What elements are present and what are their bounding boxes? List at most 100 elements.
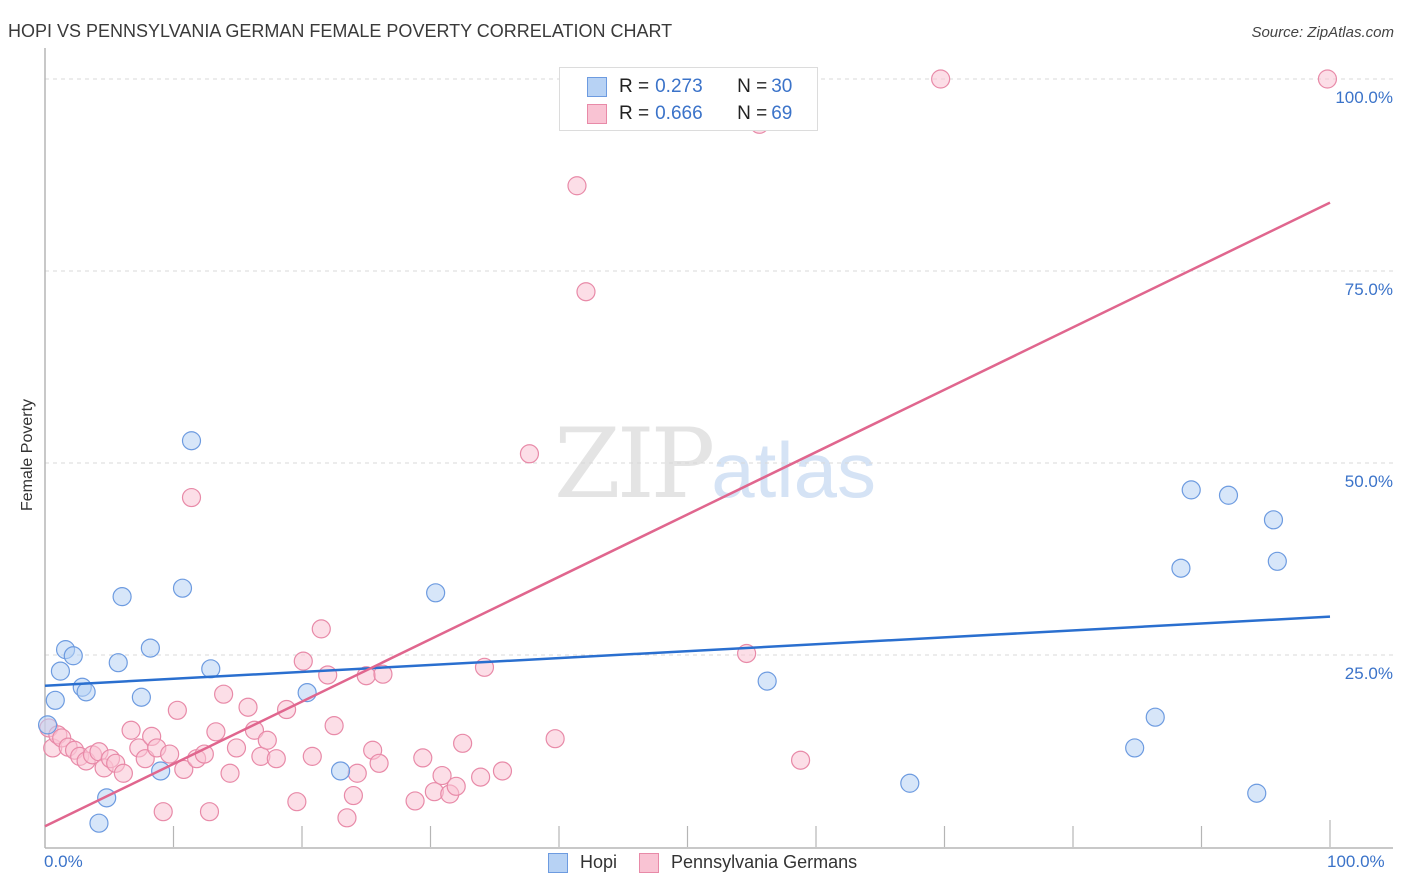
data-point <box>343 785 363 806</box>
watermark-zip: ZIP <box>554 408 715 520</box>
data-point <box>1145 707 1165 727</box>
data-point <box>45 690 65 710</box>
watermark-atlas: atlas <box>711 426 876 514</box>
data-point <box>1125 738 1145 758</box>
data-point <box>181 487 202 508</box>
data-point <box>302 746 322 766</box>
data-point <box>206 722 226 742</box>
data-point <box>220 763 240 783</box>
trendlines <box>44 201 1331 828</box>
data-point <box>121 720 141 740</box>
y-tick-label: 25.0% <box>1345 664 1393 683</box>
data-point <box>900 773 920 793</box>
r-label: R = <box>619 76 650 97</box>
data-point <box>63 646 83 666</box>
data-point <box>199 802 220 822</box>
r-value: 0.273 <box>655 76 703 97</box>
pennsylvania-germans-trendline <box>44 201 1331 828</box>
data-point <box>140 638 160 658</box>
y-tick-label: 75.0% <box>1345 280 1393 299</box>
data-point <box>76 682 96 702</box>
data-point <box>318 665 338 685</box>
x-axis-max-label: 100.0% <box>1327 852 1385 871</box>
data-point <box>446 776 466 796</box>
n-value: 69 <box>771 103 793 124</box>
chart-title: HOPI VS PENNSYLVANIA GERMAN FEMALE POVER… <box>8 21 673 41</box>
data-point <box>97 788 117 808</box>
data-point <box>37 715 58 735</box>
data-point <box>1171 558 1191 578</box>
data-point <box>931 69 951 89</box>
data-point <box>1267 551 1287 571</box>
data-point <box>567 176 587 196</box>
data-point <box>426 583 446 603</box>
data-point <box>160 744 180 764</box>
data-point <box>201 659 221 679</box>
data-point <box>50 661 71 681</box>
data-point <box>1181 480 1201 500</box>
legend-item-hopi[interactable]: Hopi <box>548 852 617 873</box>
y-tick-labels: 100.0% 75.0% 50.0% 25.0% <box>1335 88 1393 683</box>
hopi-trendline <box>44 615 1331 687</box>
series-pennsylvania-germans-points <box>39 69 1338 828</box>
data-point <box>112 587 132 607</box>
data-point <box>432 765 452 786</box>
data-point <box>519 444 540 464</box>
data-point <box>1218 485 1239 505</box>
data-point <box>492 761 513 781</box>
data-point <box>214 684 234 704</box>
data-point <box>1263 510 1284 530</box>
pennsylvania-germans-swatch-icon <box>587 104 607 124</box>
legend-label-pennsylvania-germans: Pennsylvania Germans <box>671 852 858 872</box>
data-point <box>453 733 473 753</box>
data-point <box>113 763 133 783</box>
data-point <box>1247 783 1267 803</box>
hopi-swatch-icon <box>548 852 568 873</box>
data-point <box>153 802 173 822</box>
x-axis-min-label: 0.0% <box>44 852 83 871</box>
data-point <box>108 653 128 673</box>
y-axis-title: Female Poverty <box>19 398 36 512</box>
data-point <box>405 791 425 811</box>
data-point <box>89 813 109 833</box>
data-point <box>413 748 433 768</box>
data-point <box>347 763 367 783</box>
data-point <box>293 651 313 671</box>
data-point <box>790 750 811 770</box>
y-tick-label: 100.0% <box>1335 88 1393 107</box>
data-point <box>471 767 491 787</box>
r-value: 0.666 <box>655 103 703 124</box>
legend-label-hopi: Hopi <box>580 852 618 872</box>
hopi-swatch-icon <box>587 77 607 97</box>
data-point <box>181 431 202 451</box>
pennsylvania-germans-swatch-icon <box>639 852 660 873</box>
zipatlas-watermark: ZIPatlas <box>554 408 876 520</box>
data-point <box>330 761 351 781</box>
data-point <box>131 687 151 707</box>
data-point <box>174 759 194 780</box>
data-point <box>324 716 344 736</box>
r-label: R = <box>619 103 650 124</box>
axes <box>44 48 1393 849</box>
data-point <box>287 792 307 812</box>
data-point <box>369 753 389 773</box>
data-point <box>257 730 277 750</box>
data-point <box>226 738 247 758</box>
n-label: N = <box>737 76 768 97</box>
source-label: Source: ZipAtlas.com <box>1251 24 1394 41</box>
data-point <box>545 729 565 749</box>
data-point <box>757 671 777 691</box>
data-point <box>172 578 193 598</box>
data-point <box>1317 69 1338 89</box>
n-value: 30 <box>771 76 793 97</box>
data-point <box>266 749 286 769</box>
series-hopi-points <box>37 431 1287 833</box>
data-point <box>373 664 393 684</box>
stats-legend-row-hopi: R = 0.273 N = 30 <box>587 75 792 99</box>
legend-item-pennsylvania-germans[interactable]: Pennsylvania Germans <box>639 852 857 873</box>
n-label: N = <box>737 103 768 124</box>
stats-legend: R = 0.273 N = 30 R = 0.666 N = 69 <box>559 67 818 131</box>
data-point <box>576 282 596 302</box>
gridlines <box>45 78 1395 656</box>
